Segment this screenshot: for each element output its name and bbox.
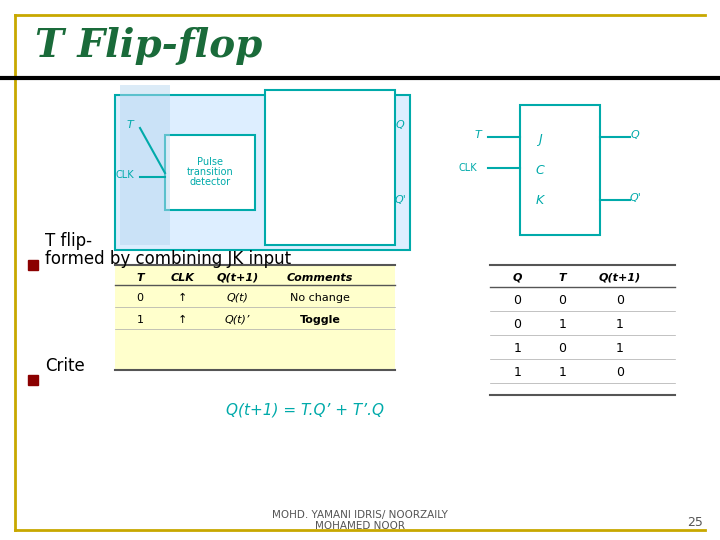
Text: Q(t+1): Q(t+1): [599, 273, 641, 283]
Text: 0: 0: [513, 319, 521, 332]
Text: CLK: CLK: [116, 170, 135, 180]
Text: 1: 1: [513, 342, 521, 355]
Text: Q(t+1): Q(t+1): [217, 273, 258, 283]
Text: T Flip-flop: T Flip-flop: [35, 27, 262, 65]
Text: C: C: [536, 164, 544, 177]
Text: 0: 0: [616, 294, 624, 307]
Text: 1: 1: [616, 319, 624, 332]
Text: CLK: CLK: [459, 163, 477, 173]
Text: T: T: [474, 130, 482, 140]
Text: Q(t+1) = T.Q’ + T’.Q: Q(t+1) = T.Q’ + T’.Q: [226, 402, 384, 417]
Text: Toggle: Toggle: [300, 315, 341, 325]
Bar: [28, 375, 38, 385]
Text: Comments: Comments: [287, 273, 354, 283]
Bar: [28, 260, 38, 270]
Text: Q: Q: [513, 273, 522, 283]
Bar: [490, 265, 675, 395]
Text: 0: 0: [559, 342, 567, 355]
Text: T flip-: T flip-: [45, 232, 92, 250]
FancyBboxPatch shape: [165, 135, 255, 210]
Bar: [120, 85, 170, 245]
Text: detector: detector: [189, 177, 230, 187]
Text: T: T: [127, 120, 133, 130]
Text: ↑: ↑: [178, 315, 187, 325]
Text: Q': Q': [394, 195, 406, 205]
Text: 0: 0: [616, 367, 624, 380]
Text: 0: 0: [137, 293, 143, 303]
FancyBboxPatch shape: [520, 105, 600, 235]
Text: Q(t): Q(t): [227, 293, 248, 303]
Text: K: K: [536, 193, 544, 206]
Text: ↑: ↑: [178, 293, 187, 303]
Text: Q': Q': [629, 193, 641, 203]
FancyBboxPatch shape: [265, 90, 395, 245]
Text: 0: 0: [559, 294, 567, 307]
Text: 1: 1: [559, 367, 567, 380]
Text: Crite: Crite: [45, 357, 85, 375]
Text: No change: No change: [290, 293, 350, 303]
Text: Q(t)’: Q(t)’: [225, 315, 250, 325]
Text: Q: Q: [395, 120, 405, 130]
Text: T: T: [136, 273, 144, 283]
Text: 1: 1: [137, 315, 143, 325]
Text: 1: 1: [559, 319, 567, 332]
Text: 1: 1: [513, 367, 521, 380]
Text: Q: Q: [631, 130, 639, 140]
Text: transition: transition: [186, 167, 233, 177]
Text: 25: 25: [687, 516, 703, 529]
Text: T: T: [559, 273, 567, 283]
Text: J: J: [538, 133, 542, 146]
Bar: [115, 265, 395, 370]
Text: MOHD. YAMANI IDRIS/ NOORZAILY: MOHD. YAMANI IDRIS/ NOORZAILY: [272, 510, 448, 520]
Text: formed by combining JK input: formed by combining JK input: [45, 250, 291, 268]
FancyBboxPatch shape: [115, 95, 410, 250]
Text: Pulse: Pulse: [197, 157, 223, 167]
Text: MOHAMED NOOR: MOHAMED NOOR: [315, 521, 405, 531]
Text: CLK: CLK: [171, 273, 194, 283]
Text: 0: 0: [513, 294, 521, 307]
Text: 1: 1: [616, 342, 624, 355]
